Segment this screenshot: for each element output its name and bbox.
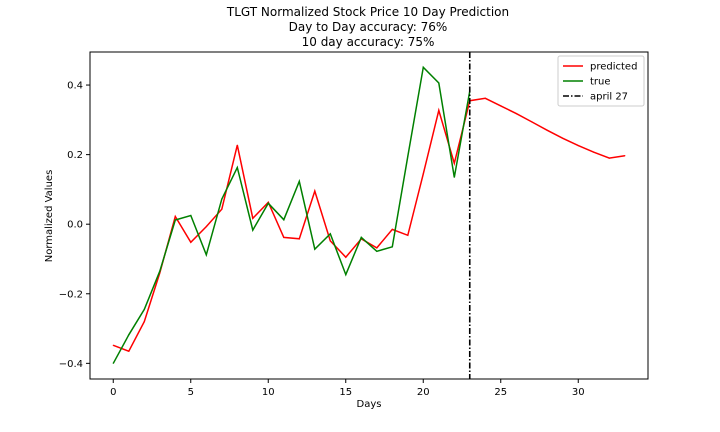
data-point <box>422 173 424 175</box>
plot-area <box>89 51 649 380</box>
data-point <box>174 215 176 218</box>
data-point <box>143 308 145 310</box>
data-point <box>174 219 176 221</box>
legend-label: april 27 <box>590 92 628 103</box>
data-point <box>562 137 564 139</box>
plot-content <box>112 52 626 379</box>
legend-box <box>557 55 645 107</box>
data-point <box>407 155 409 157</box>
x-axis: 0 5 10 15 20 25 30 <box>110 379 585 398</box>
data-point <box>360 236 362 238</box>
data-point <box>252 217 254 219</box>
x-tick-label: 15 <box>339 387 352 398</box>
data-point <box>190 214 192 217</box>
data-point <box>112 344 114 346</box>
title-line-3: 10 day accuracy: 75% <box>302 35 435 49</box>
legend-label: true <box>590 77 611 88</box>
data-point <box>159 270 161 272</box>
data-point <box>438 109 440 111</box>
data-point <box>314 190 316 192</box>
data-point <box>515 113 517 115</box>
data-point <box>205 226 207 228</box>
data-point <box>283 236 285 238</box>
data-point <box>391 246 393 248</box>
data-point <box>422 66 424 68</box>
y-axis: −0.4 −0.2 0.0 0.2 0.4 <box>59 81 90 370</box>
data-point <box>221 208 223 210</box>
legend: predicted true april 27 <box>557 55 645 107</box>
data-point <box>236 144 238 146</box>
y-tick-label: 0.0 <box>67 220 83 231</box>
data-point <box>391 228 393 230</box>
data-point <box>190 241 192 243</box>
y-tick-label: 0.2 <box>67 150 83 161</box>
data-point <box>329 240 331 242</box>
data-point <box>252 229 254 231</box>
x-tick-label: 10 <box>262 387 275 398</box>
data-point <box>236 166 238 169</box>
data-point <box>221 198 223 200</box>
data-point <box>531 121 533 123</box>
data-point <box>453 162 455 164</box>
data-point <box>298 238 300 240</box>
data-point <box>143 321 145 323</box>
x-tick-label: 0 <box>110 387 116 398</box>
data-point <box>345 274 347 276</box>
y-tick-label: −0.4 <box>59 359 83 370</box>
data-point <box>376 247 378 249</box>
x-tick-label: 25 <box>494 387 507 398</box>
title-line-2: Day to Day accuracy: 76% <box>289 20 448 34</box>
series-predicted-line <box>113 97 625 353</box>
data-point <box>624 155 626 157</box>
x-tick-label: 5 <box>188 387 194 398</box>
chart-title: TLGT Normalized Stock Price 10 Day Predi… <box>226 5 509 49</box>
data-point <box>283 219 285 221</box>
data-point <box>546 129 548 131</box>
y-tick-label: 0.4 <box>67 81 83 92</box>
data-point <box>112 362 114 364</box>
data-point <box>593 151 595 153</box>
data-point <box>407 234 409 236</box>
data-point <box>128 350 130 352</box>
title-line-1: TLGT Normalized Stock Price 10 Day Predi… <box>226 5 509 19</box>
data-point <box>484 97 486 99</box>
data-point <box>577 145 579 147</box>
data-point <box>500 105 502 107</box>
data-point <box>298 180 300 182</box>
data-point <box>267 202 269 204</box>
x-tick-label: 30 <box>572 387 585 398</box>
data-point <box>329 233 331 235</box>
x-axis-label: Days <box>357 399 382 410</box>
data-point <box>453 176 455 178</box>
data-point <box>376 250 378 252</box>
data-point <box>128 334 130 336</box>
data-point <box>314 248 316 250</box>
series-true-line <box>112 65 471 364</box>
data-point <box>438 82 440 84</box>
data-point <box>205 254 207 256</box>
legend-label: predicted <box>590 62 637 73</box>
x-tick-label: 20 <box>417 387 430 398</box>
y-tick-label: −0.2 <box>59 289 83 300</box>
y-axis-label: Normalized Values <box>44 170 55 263</box>
data-point <box>608 157 610 159</box>
data-point <box>345 256 347 258</box>
